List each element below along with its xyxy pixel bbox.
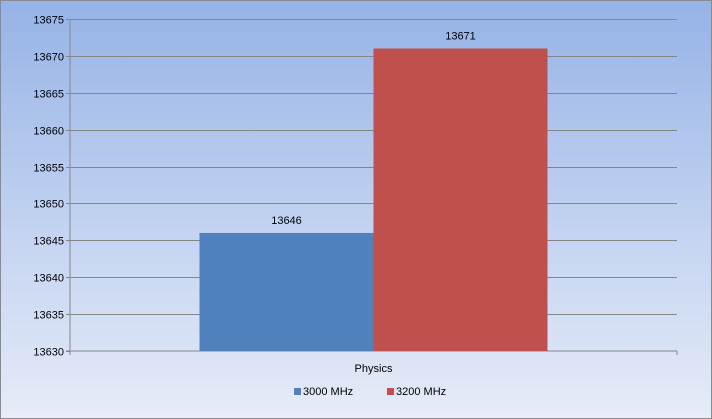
data-label: 13646 xyxy=(271,215,302,227)
bar-3200-mhz xyxy=(373,48,548,352)
y-tick-label: 13655 xyxy=(33,163,64,175)
y-tick-label: 13635 xyxy=(33,310,64,322)
y-tick-label: 13670 xyxy=(33,52,64,64)
legend: 3000 MHz 3200 MHz xyxy=(294,386,446,398)
y-tick-label: 13660 xyxy=(33,126,64,138)
x-tick-labels: Physics xyxy=(355,351,678,375)
y-tick-label: 13630 xyxy=(33,347,64,359)
y-tick-label: 13650 xyxy=(33,199,64,211)
y-tick-label: 13640 xyxy=(33,273,64,285)
x-tick-label: Physics xyxy=(355,363,393,375)
legend-label: 3000 MHz xyxy=(303,386,353,398)
data-label: 13671 xyxy=(445,31,476,43)
data-labels: 13646 13671 xyxy=(271,31,476,227)
legend-swatch xyxy=(294,388,301,395)
legend-label: 3200 MHz xyxy=(396,386,446,398)
bar-3000-mhz xyxy=(199,232,374,351)
legend-swatch xyxy=(387,388,394,395)
y-tick-label: 13665 xyxy=(33,89,64,101)
bars xyxy=(199,48,548,352)
y-tick-label: 13645 xyxy=(33,236,64,248)
y-tick-label: 13675 xyxy=(33,15,64,27)
y-tick-labels: 13675 13670 13665 13660 13655 13650 13645 13640… xyxy=(33,15,64,359)
